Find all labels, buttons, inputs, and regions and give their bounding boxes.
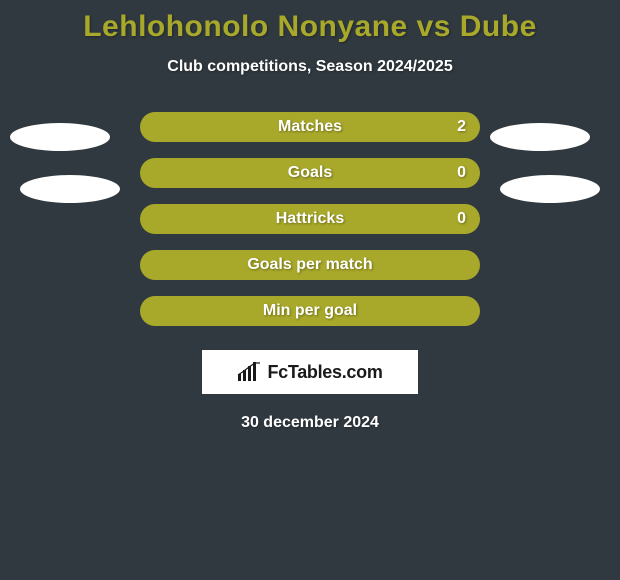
logo-text: FcTables.com <box>267 362 382 383</box>
comparison-row: Min per goal <box>0 296 620 326</box>
right-ellipse <box>490 123 590 151</box>
stat-bar: Matches 2 <box>140 112 480 142</box>
comparison-row: Hattricks 0 <box>0 204 620 234</box>
stat-label: Goals <box>288 164 332 182</box>
stat-value-right: 0 <box>457 164 466 182</box>
stat-label: Hattricks <box>276 210 344 228</box>
left-ellipse <box>20 175 120 203</box>
stat-label: Goals per match <box>247 256 372 274</box>
date-text: 30 december 2024 <box>241 414 379 432</box>
comparison-row: Goals per match <box>0 250 620 280</box>
stat-value-right: 2 <box>457 118 466 136</box>
stat-bar: Hattricks 0 <box>140 204 480 234</box>
stat-label: Min per goal <box>263 302 357 320</box>
content-wrapper: Lehlohonolo Nonyane vs Dube Club competi… <box>0 0 620 580</box>
stat-bar: Min per goal <box>140 296 480 326</box>
stat-value-right: 0 <box>457 210 466 228</box>
stat-label: Matches <box>278 118 342 136</box>
chart-bars-icon <box>237 362 261 382</box>
subtitle: Club competitions, Season 2024/2025 <box>167 58 452 76</box>
stat-bar: Goals per match <box>140 250 480 280</box>
logo-box: FcTables.com <box>202 350 418 394</box>
right-ellipse <box>500 175 600 203</box>
left-ellipse <box>10 123 110 151</box>
page-title: Lehlohonolo Nonyane vs Dube <box>83 10 537 44</box>
stat-bar: Goals 0 <box>140 158 480 188</box>
